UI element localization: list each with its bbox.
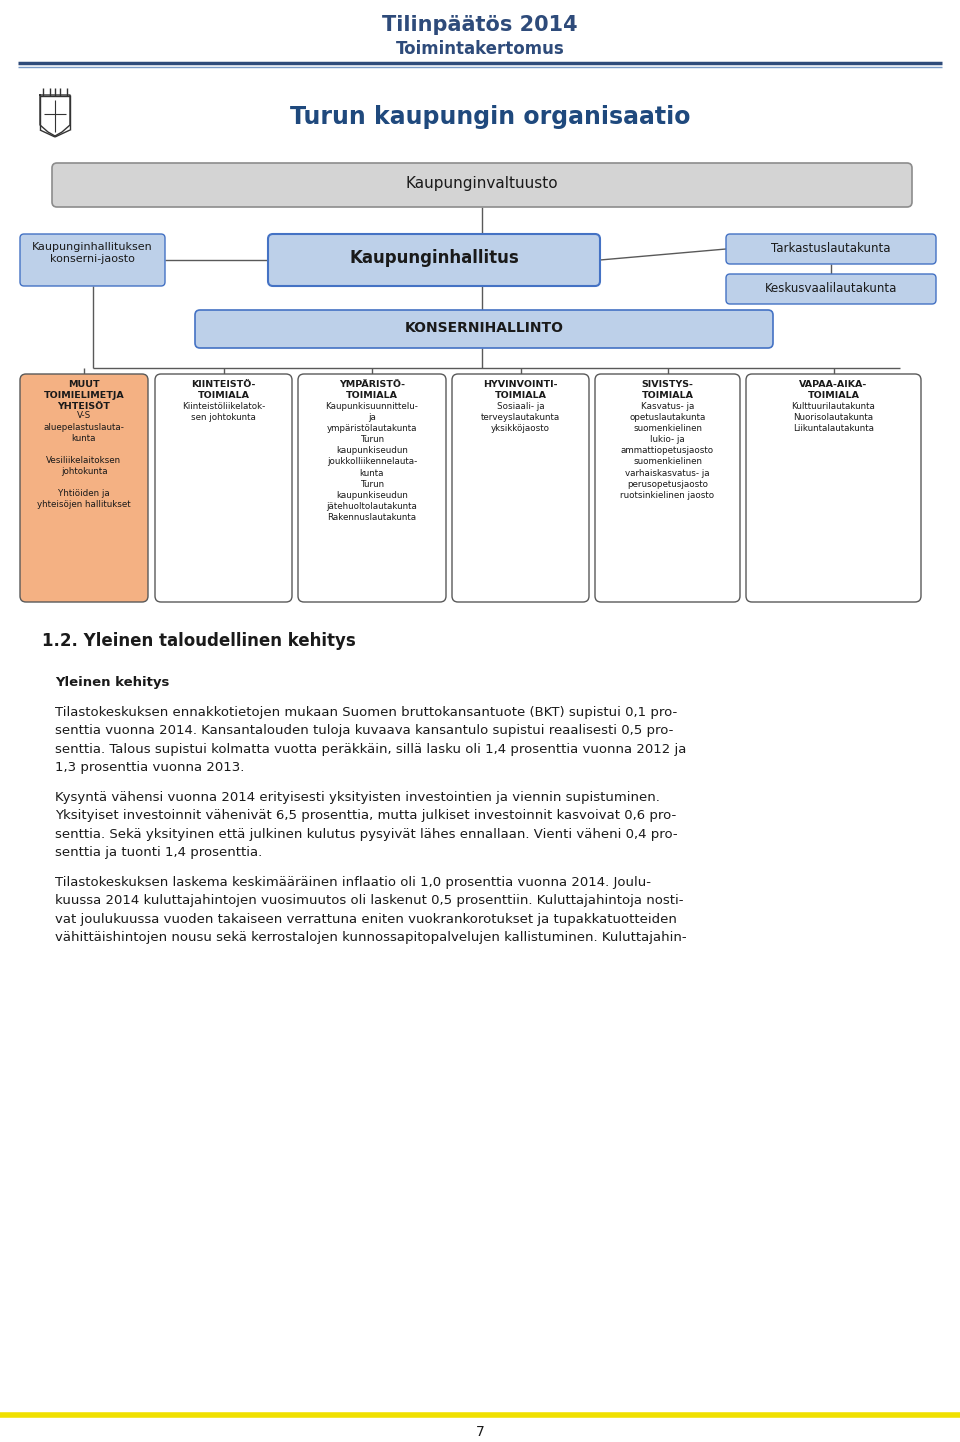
FancyBboxPatch shape <box>726 274 936 304</box>
Text: HYVINVOINTI-
TOIMIALA: HYVINVOINTI- TOIMIALA <box>483 381 558 399</box>
Text: 1,3 prosenttia vuonna 2013.: 1,3 prosenttia vuonna 2013. <box>55 761 245 774</box>
Text: Tilastokeskuksen laskema keskimääräinen inflaatio oli 1,0 prosenttia vuonna 2014: Tilastokeskuksen laskema keskimääräinen … <box>55 875 651 888</box>
Text: vähittäishintojen nousu sekä kerrostalojen kunnossapitopalvelujen kallistuminen.: vähittäishintojen nousu sekä kerrostaloj… <box>55 932 686 945</box>
FancyBboxPatch shape <box>268 234 600 286</box>
Text: Yleinen kehitys: Yleinen kehitys <box>55 676 169 689</box>
FancyBboxPatch shape <box>726 234 936 264</box>
Text: V-S
aluepelastuslauta-
kunta

Vesiliikelaitoksen
johtokunta

Yhtiöiden ja
yhteis: V-S aluepelastuslauta- kunta Vesiliikela… <box>37 411 131 509</box>
Text: Toimintakertomus: Toimintakertomus <box>396 40 564 58</box>
Text: Kaupunginhallituksen
konserni­jaosto: Kaupunginhallituksen konserni­jaosto <box>32 242 153 264</box>
FancyBboxPatch shape <box>20 234 165 286</box>
Text: YMPÄRISTÖ-
TOIMIALA: YMPÄRISTÖ- TOIMIALA <box>339 381 405 399</box>
FancyBboxPatch shape <box>746 373 921 601</box>
FancyBboxPatch shape <box>52 163 912 208</box>
Text: kuussa 2014 kuluttajahintojen vuosimuutos oli laskenut 0,5 prosenttiin. Kuluttaj: kuussa 2014 kuluttajahintojen vuosimuuto… <box>55 894 684 907</box>
Text: senttia vuonna 2014. Kansantalouden tuloja kuvaava kansantulo supistui reaalises: senttia vuonna 2014. Kansantalouden tulo… <box>55 724 673 737</box>
FancyBboxPatch shape <box>298 373 446 601</box>
Text: VAPAA-AIKA-
TOIMIALA: VAPAA-AIKA- TOIMIALA <box>800 381 868 399</box>
Text: senttia. Sekä yksityinen että julkinen kulutus pysyivät lähes ennallaan. Vienti : senttia. Sekä yksityinen että julkinen k… <box>55 828 678 841</box>
Text: Kaupunkisuunnittelu-
ja
ympäristölautakunta
Turun
kaupunkiseudun
joukkolliikenne: Kaupunkisuunnittelu- ja ympäristölautaku… <box>325 402 419 522</box>
Text: Sosiaali- ja
terveyslautakunta
yksikköjaosto: Sosiaali- ja terveyslautakunta yksikköja… <box>481 402 560 433</box>
Text: SIVISTYS-
TOIMIALA: SIVISTYS- TOIMIALA <box>641 381 693 399</box>
FancyBboxPatch shape <box>20 373 148 601</box>
Text: KIINTEISTÖ-
TOIMIALA: KIINTEISTÖ- TOIMIALA <box>191 381 255 399</box>
Text: MUUT
TOIMIELIMETJA
YHTEISÖT: MUUT TOIMIELIMETJA YHTEISÖT <box>43 381 125 411</box>
Text: Yksityiset investoinnit vähenivät 6,5 prosenttia, mutta julkiset investoinnit ka: Yksityiset investoinnit vähenivät 6,5 pr… <box>55 809 676 822</box>
FancyBboxPatch shape <box>155 373 292 601</box>
FancyBboxPatch shape <box>452 373 589 601</box>
FancyBboxPatch shape <box>195 310 773 348</box>
Text: Tilastokeskuksen ennakkotietojen mukaan Suomen bruttokansantuote (BKT) supistui : Tilastokeskuksen ennakkotietojen mukaan … <box>55 705 677 718</box>
Text: Kaupunginvaltuusto: Kaupunginvaltuusto <box>406 176 559 190</box>
Text: 1.2. Yleinen taloudellinen kehitys: 1.2. Yleinen taloudellinen kehitys <box>42 632 356 650</box>
Text: Kulttuurilautakunta
Nuorisolautakunta
Liikuntalautakunta: Kulttuurilautakunta Nuorisolautakunta Li… <box>792 402 876 433</box>
Text: senttia. Talous supistui kolmatta vuotta peräkkäin, sillä lasku oli 1,4 prosentt: senttia. Talous supistui kolmatta vuotta… <box>55 743 686 756</box>
Text: Kasvatus- ja
opetuslautakunta
suomenkielinen
lukio- ja
ammattiopetusjaosto
suome: Kasvatus- ja opetuslautakunta suomenkiel… <box>620 402 714 500</box>
Text: senttia ja tuonti 1,4 prosenttia.: senttia ja tuonti 1,4 prosenttia. <box>55 846 262 859</box>
Text: Keskusvaalilautakunta: Keskusvaalilautakunta <box>765 283 898 296</box>
Text: Kaupunginhallitus: Kaupunginhallitus <box>349 249 518 267</box>
FancyBboxPatch shape <box>595 373 740 601</box>
Text: Tilinpäätös 2014: Tilinpäätös 2014 <box>382 14 578 35</box>
Text: 7: 7 <box>475 1425 485 1439</box>
Text: Turun kaupungin organisaatio: Turun kaupungin organisaatio <box>290 105 690 128</box>
Text: Kysyntä vähensi vuonna 2014 erityisesti yksityisten investointien ja viennin sup: Kysyntä vähensi vuonna 2014 erityisesti … <box>55 790 660 803</box>
Text: Kiinteistöliikelatok-
sen johtokunta: Kiinteistöliikelatok- sen johtokunta <box>181 402 265 423</box>
Text: Tarkastuslautakunta: Tarkastuslautakunta <box>771 242 891 255</box>
Text: KONSERNIHALLINTO: KONSERNIHALLINTO <box>404 322 564 335</box>
Text: vat joulukuussa vuoden takaiseen verrattuna eniten vuokrankorotukset ja tupakkat: vat joulukuussa vuoden takaiseen verratt… <box>55 913 677 926</box>
